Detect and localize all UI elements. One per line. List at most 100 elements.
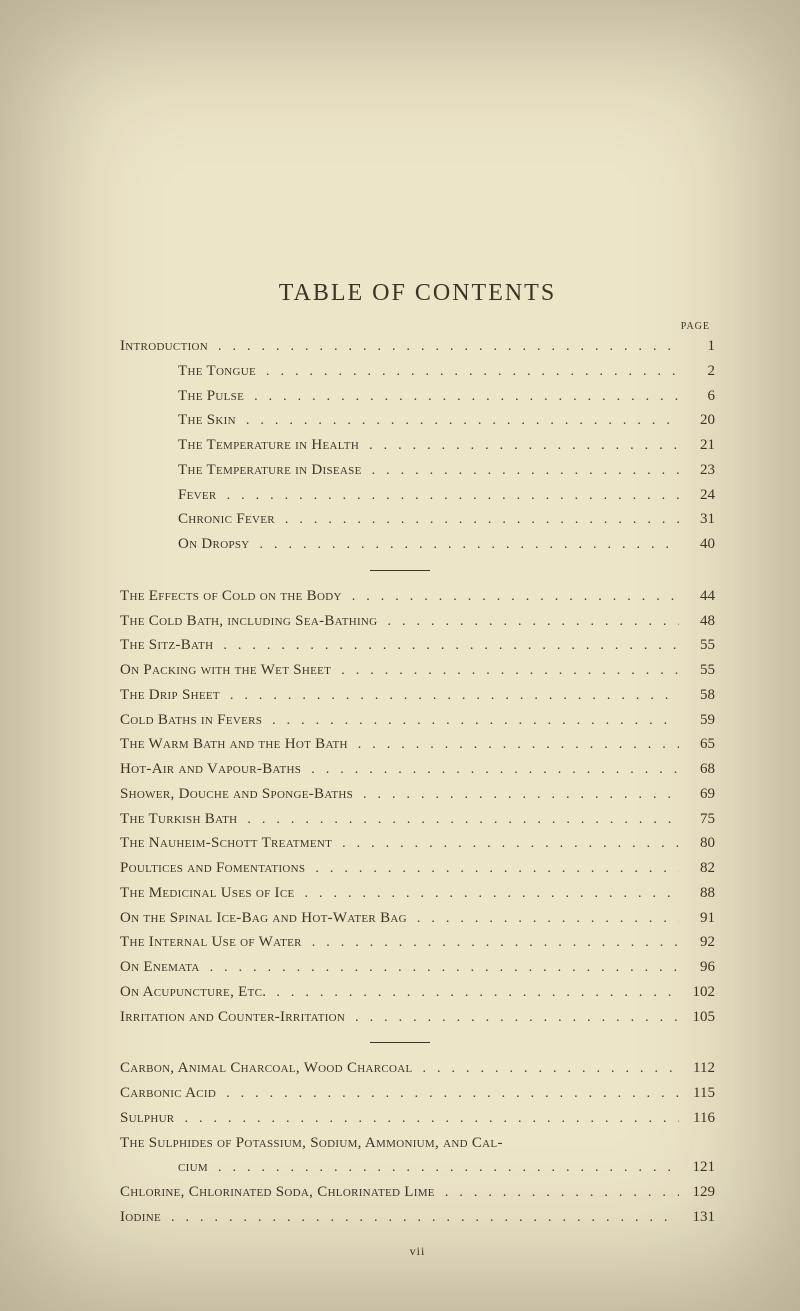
toc-dot-leader: ........................................… [208,335,679,358]
toc-entry: The Turkish Bath........................… [120,807,715,832]
toc-entry-pagenum: 48 [679,609,715,634]
toc-entry-label: Iodine [120,1205,161,1230]
toc-dot-leader: ........................................… [353,783,679,806]
toc-entry-label: The Sulphides of Potassium, Sodium, Ammo… [120,1131,503,1156]
toc-dot-leader: ........................................… [161,1206,679,1229]
toc-entry-label: The Temperature in Disease [178,458,362,483]
toc-dot-leader: ........................................… [435,1181,679,1204]
toc-entry-label: The Skin [178,408,236,433]
toc-entry-pagenum: 40 [679,532,715,557]
toc-entry-pagenum: 24 [679,483,715,508]
section-rule [370,1042,430,1043]
toc-entry-pagenum: 20 [679,408,715,433]
toc-dot-leader: ........................................… [345,1006,679,1029]
toc-dot-leader: ........................................… [256,360,679,383]
toc-entry-label: On Acupuncture, Etc. [120,980,266,1005]
toc-entry-label: The Tongue [178,359,256,384]
page: TABLE OF CONTENTS PAGE Introduction.....… [0,0,800,1299]
toc-entry: The Sulphides of Potassium, Sodium, Ammo… [120,1131,715,1156]
toc-entry: On Packing with the Wet Sheet...........… [120,658,715,683]
toc-entry: The Sitz-Bath...........................… [120,633,715,658]
toc-dot-leader: ........................................… [244,385,679,408]
toc-entry-pagenum: 131 [679,1205,715,1230]
toc-entry-label: The Nauheim-Schott Treatment [120,831,332,856]
toc-dot-leader: ........................................… [262,709,679,732]
toc-entry: The Medicinal Uses of Ice...............… [120,881,715,906]
toc-entry-label: On Enemata [120,955,200,980]
toc-entry: Introduction............................… [120,334,715,359]
toc-entry-label: On Packing with the Wet Sheet [120,658,331,683]
toc-entry-pagenum: 129 [679,1180,715,1205]
toc-entry: Chlorine, Chlorinated Soda, Chlorinated … [120,1180,715,1205]
toc-dot-leader: ........................................… [359,434,679,457]
toc-entry-label: The Effects of Cold on the Body [120,584,342,609]
toc-dot-leader: ........................................… [302,931,679,954]
toc-entry-pagenum: 65 [679,732,715,757]
section-gap [120,577,715,584]
toc-entry-pagenum: 23 [679,458,715,483]
section-gap [120,557,715,564]
toc-entry-pagenum: 80 [679,831,715,856]
toc-entry-pagenum: 2 [679,359,715,384]
toc-entry-label: Shower, Douche and Sponge-Baths [120,782,353,807]
toc-entry-label: Irritation and Counter-Irritation [120,1005,345,1030]
toc-dot-leader: ........................................… [250,533,679,556]
toc-dot-leader: ........................................… [266,981,679,1004]
toc-entry-label: On the Spinal Ice-Bag and Hot-Water Bag [120,906,407,931]
toc-dot-leader: ........................................… [377,610,679,633]
toc-entry-label: The Turkish Bath [120,807,237,832]
toc-entry-label: Hot-Air and Vapour-Baths [120,757,301,782]
page-footer: vii [120,1244,715,1259]
toc-entry: The Temperature in Health...............… [120,433,715,458]
toc-dot-leader: ........................................… [331,659,679,682]
toc-entry-pagenum: 82 [679,856,715,881]
section-rule [370,570,430,571]
toc-entry: The Effects of Cold on the Body.........… [120,584,715,609]
toc-entry: Carbonic Acid...........................… [120,1081,715,1106]
page-title: TABLE OF CONTENTS [120,280,715,307]
toc-entry: The Tongue..............................… [120,359,715,384]
toc-entry-pagenum: 55 [679,633,715,658]
toc-dot-leader: ........................................… [275,508,679,531]
toc-entry-label: Introduction [120,334,208,359]
toc-entry-pagenum: 58 [679,683,715,708]
toc-entry-pagenum: 121 [679,1155,715,1180]
toc-entry-pagenum: 59 [679,708,715,733]
toc-dot-leader: ........................................… [213,634,679,657]
toc-dot-leader: ........................................… [237,808,679,831]
toc-entry-pagenum: 21 [679,433,715,458]
toc-entry-pagenum: 91 [679,906,715,931]
toc-entry-label: Fever [178,483,217,508]
section-gap [120,1049,715,1056]
toc-entry: The Pulse...............................… [120,384,715,409]
toc-dot-leader: ........................................… [236,409,679,432]
toc-entry: Hot-Air and Vapour-Baths................… [120,757,715,782]
toc-entry: Cold Baths in Fevers....................… [120,708,715,733]
toc-entry-pagenum: 1 [679,334,715,359]
toc-dot-leader: ........................................… [208,1156,679,1179]
toc-entry-label: Sulphur [120,1106,174,1131]
toc-entry-label: The Drip Sheet [120,683,220,708]
toc-entry: Chronic Fever...........................… [120,507,715,532]
toc-dot-leader: ........................................… [305,857,679,880]
toc-dot-leader: ........................................… [407,907,679,930]
toc-entry-label: The Internal Use of Water [120,930,302,955]
toc-entry-label: Poultices and Fomentations [120,856,305,881]
toc-entry: Fever...................................… [120,483,715,508]
toc-entry: Carbon, Animal Charcoal, Wood Charcoal..… [120,1056,715,1081]
toc-entry: Poultices and Fomentations..............… [120,856,715,881]
toc-entry-pagenum: 88 [679,881,715,906]
toc-entry: On Dropsy...............................… [120,532,715,557]
toc-entry-label: The Warm Bath and the Hot Bath [120,732,348,757]
toc-entry: On Acupuncture, Etc.....................… [120,980,715,1005]
toc-entry: The Nauheim-Schott Treatment............… [120,831,715,856]
section-gap [120,1029,715,1036]
toc-entry: Shower, Douche and Sponge-Baths.........… [120,782,715,807]
toc-entry-label: cium [178,1155,208,1180]
toc-dot-leader: ........................................… [413,1057,679,1080]
toc-dot-leader: ........................................… [216,1082,679,1105]
toc-entry: The Skin................................… [120,408,715,433]
toc-entry: The Temperature in Disease..............… [120,458,715,483]
toc-dot-leader: ........................................… [200,956,679,979]
toc-entry-pagenum: 96 [679,955,715,980]
